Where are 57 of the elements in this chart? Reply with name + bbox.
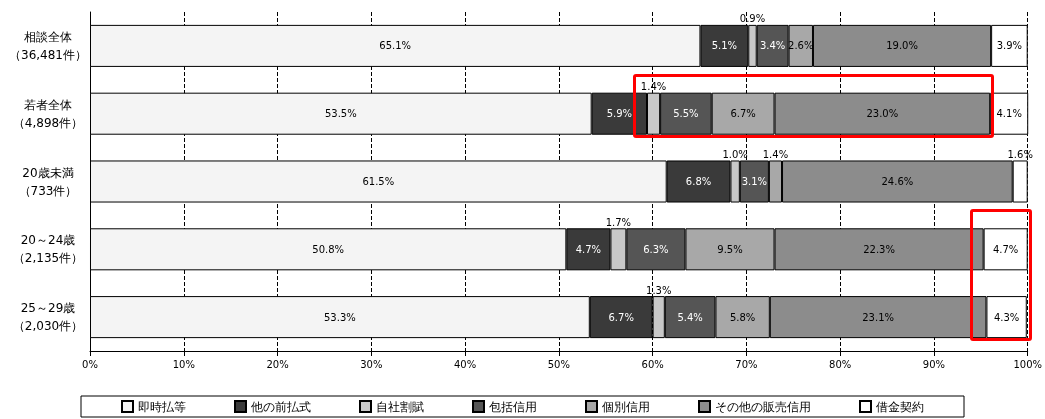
legend-label: その他の販売信用	[715, 399, 811, 414]
data-label: 5.5%	[673, 108, 699, 120]
data-label: 1.4%	[762, 148, 789, 160]
data-label: 23.0%	[866, 108, 899, 120]
data-label: 22.3%	[863, 243, 895, 255]
x-tick-label: 0%	[82, 358, 98, 370]
data-label: 5.4%	[677, 311, 703, 323]
legend-label: 借金契約	[876, 399, 924, 414]
data-label: 5.1%	[711, 40, 738, 52]
x-tick-label: 20%	[266, 358, 289, 370]
y-tick-label: 25～29歳（2,030件）	[12, 301, 84, 334]
y-tick-label: 20歳未満（733件）	[18, 165, 78, 198]
data-label: 3.9%	[996, 40, 1023, 52]
data-label: 23.1%	[862, 311, 895, 323]
y-tick-label: 若者全体（4,898件）	[12, 97, 84, 130]
data-label: 1.4%	[640, 81, 667, 93]
data-label: 1.3%	[646, 284, 672, 296]
data-label: 6.7%	[608, 311, 634, 323]
x-tick-label: 70%	[735, 358, 758, 370]
data-label: 4.3%	[993, 311, 1020, 323]
legend-label: 即時払等	[138, 399, 186, 414]
data-label: 9.5%	[717, 243, 743, 255]
data-label: 6.3%	[643, 243, 669, 255]
x-tick-label: 30%	[360, 358, 383, 370]
data-label: 53.5%	[324, 108, 357, 120]
legend-label: 自社割賦	[376, 399, 424, 414]
data-label: 3.1%	[741, 176, 768, 187]
legend-label: 包括信用	[489, 399, 537, 414]
data-label: 6.8%	[685, 176, 712, 187]
x-tick-label: 40%	[453, 358, 477, 370]
data-label: 5.9%	[606, 108, 633, 120]
data-label: 4.7%	[992, 243, 1019, 255]
x-tick-label: 50%	[547, 358, 570, 370]
y-tick-label: 相談全体（36,481件）	[9, 29, 87, 62]
data-label: 1.7%	[605, 216, 632, 228]
x-tick-label: 60%	[641, 358, 664, 370]
data-label: 0.9%	[739, 13, 766, 25]
x-tick-label: 80%	[829, 358, 852, 370]
data-label: 3.4%	[759, 40, 786, 52]
data-label: 61.5%	[362, 176, 395, 187]
x-tick-label: 90%	[922, 358, 946, 370]
data-label: 1.6%	[1007, 148, 1033, 160]
x-tick-label: 10%	[172, 358, 195, 370]
legend-label: 個別信用	[602, 399, 650, 414]
data-label: 19.0%	[886, 40, 918, 52]
data-label: 6.7%	[730, 108, 756, 120]
y-tick-label: 20～24歳（2,135件）	[12, 233, 84, 266]
data-label: 24.6%	[881, 176, 914, 187]
data-label: 4.7%	[575, 243, 602, 255]
x-tick-label: 100%	[1013, 358, 1042, 370]
data-label: 4.1%	[996, 108, 1022, 120]
data-label: 53.3%	[324, 311, 356, 323]
data-label: 5.8%	[729, 311, 756, 323]
data-label: 1.0%	[722, 148, 748, 160]
data-label: 50.8%	[312, 243, 345, 255]
data-label: 65.1%	[379, 40, 412, 52]
legend-label: 他の前払式	[251, 399, 311, 414]
